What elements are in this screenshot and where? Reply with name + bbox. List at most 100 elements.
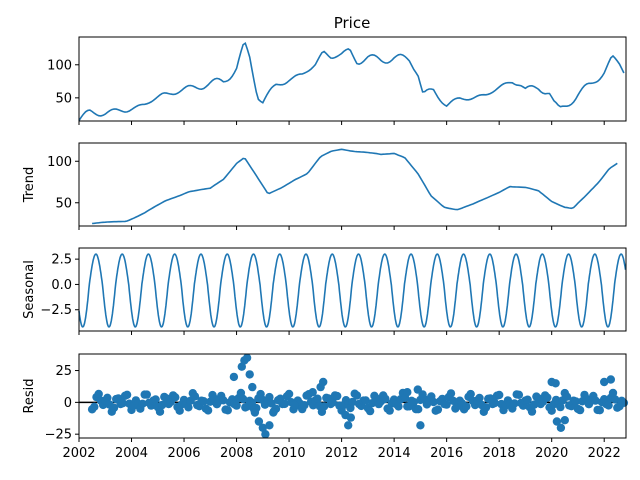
trend-series-line (92, 148, 618, 225)
resid-y-tick-label: 25 (55, 364, 72, 379)
resid-point (344, 421, 353, 430)
resid-point (429, 397, 438, 407)
resid-point (232, 401, 241, 410)
resid-point (248, 382, 257, 392)
resid-point (300, 401, 309, 410)
resid-point (619, 398, 629, 407)
resid-point (591, 396, 600, 405)
resid-x-tick-label: 2002 (62, 446, 95, 461)
resid-point (175, 406, 184, 415)
resid-point (543, 393, 552, 402)
resid-point (606, 375, 615, 384)
resid-point (403, 388, 412, 397)
price-y-tick-label: 50 (55, 91, 72, 106)
seasonal-y-ticks: −2.5 0.0 2.5 (40, 253, 79, 318)
resid-point (90, 402, 99, 411)
resid-point (381, 394, 390, 404)
resid-point (265, 421, 274, 430)
seasonal-panel: −2.5 0.0 2.5 Seasonal (22, 247, 627, 335)
trend-y-ticks: 50 100 (47, 155, 79, 211)
resid-point (313, 394, 322, 403)
chart-title: Price (334, 14, 371, 32)
resid-point (319, 402, 329, 411)
resid-point (269, 408, 278, 417)
resid-point (155, 407, 165, 416)
resid-point (238, 394, 248, 404)
resid-point (138, 399, 147, 408)
resid-point (199, 397, 208, 406)
resid-point (490, 398, 499, 408)
resid-x-tick-label: 2016 (430, 446, 463, 461)
price-panel-frame (78, 36, 627, 122)
resid-point (265, 392, 274, 402)
resid-x-tick-label: 2014 (378, 446, 411, 461)
resid-point (413, 385, 422, 394)
resid-point (575, 405, 585, 415)
resid-point (223, 406, 232, 415)
resid-x-tick-label: 2022 (588, 446, 621, 461)
resid-point (245, 370, 254, 379)
resid-point (552, 417, 562, 426)
resid-x-tick-label: 2006 (167, 446, 200, 461)
resid-point (446, 389, 456, 398)
resid-point (475, 393, 484, 403)
resid-point (527, 407, 537, 416)
resid-point (250, 408, 260, 417)
resid-x-tick-label: 2008 (220, 446, 253, 461)
resid-point (158, 400, 167, 410)
seasonal-series-line (78, 253, 627, 328)
resid-point (604, 401, 613, 410)
resid-point (203, 406, 213, 415)
resid-point (258, 423, 267, 432)
resid-point (184, 403, 193, 412)
resid-x-ticks: 2002 2004 2006 2008 2010 2012 2014 2016 2018 2020… (62, 438, 621, 461)
trend-y-tick-label: 50 (55, 196, 72, 211)
price-x-ticks (78, 121, 605, 125)
resid-point (416, 421, 425, 430)
resid-point (551, 379, 560, 388)
resid-point (261, 430, 270, 439)
resid-x-tick-label: 2010 (273, 446, 306, 461)
resid-point (219, 396, 228, 405)
resid-point (237, 362, 246, 371)
resid-point (348, 397, 357, 407)
resid-point (171, 393, 180, 402)
resid-point (333, 391, 342, 401)
resid-point (385, 406, 394, 415)
resid-point (229, 372, 239, 382)
resid-point (409, 397, 418, 407)
resid-point (571, 397, 580, 406)
resid-point (103, 393, 112, 402)
trend-x-ticks (78, 226, 605, 230)
resid-y-tick-label: 0 (64, 396, 72, 411)
price-y-tick-label: 100 (47, 58, 72, 73)
resid-point (308, 388, 317, 397)
trend-y-label: Trend (22, 167, 37, 204)
resid-point (328, 398, 337, 407)
resid-point (547, 406, 556, 415)
resid-point (414, 405, 423, 414)
resid-point (319, 377, 328, 387)
resid-point (462, 402, 471, 411)
price-series-line (78, 41, 625, 122)
resid-point (466, 389, 475, 399)
resid-point (394, 402, 403, 411)
resid-point (280, 399, 289, 409)
resid-point (142, 390, 151, 399)
seasonal-y-tick-label: 2.5 (51, 253, 72, 268)
resid-x-tick-label: 2012 (325, 446, 358, 461)
resid-point (481, 403, 491, 412)
resid-point (530, 400, 539, 409)
resid-point (433, 405, 443, 414)
trend-y-tick-label: 100 (47, 155, 72, 170)
resid-point (352, 391, 362, 400)
price-panel: 50 100 (47, 36, 627, 125)
resid-point (190, 392, 200, 401)
seasonal-y-tick-label: 0.0 (51, 278, 72, 293)
resid-y-ticks: −25 0 25 (45, 364, 79, 443)
trend-panel-frame (78, 142, 627, 227)
resid-point (495, 390, 504, 400)
resid-point (290, 400, 299, 410)
